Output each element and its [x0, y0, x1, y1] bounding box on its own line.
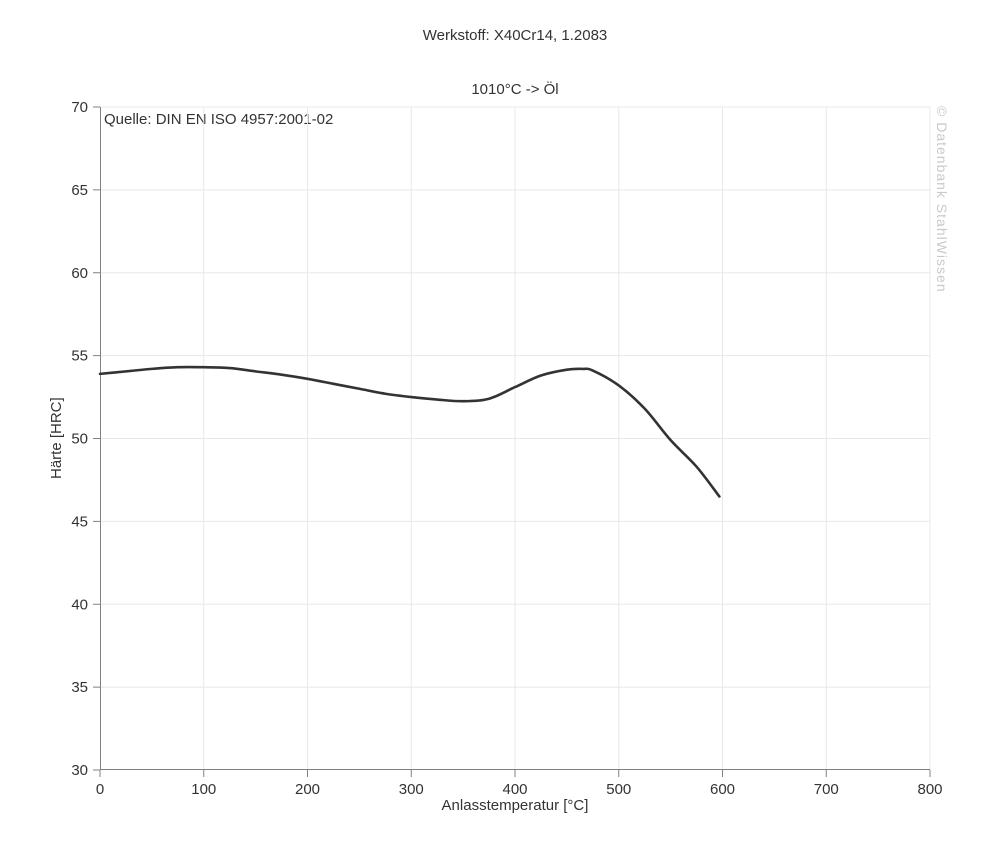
y-tick-label: 30: [71, 762, 88, 779]
plot-area: 0 100 200 300 400 500 600 700 800 30 35 40 45 50 55 60 6…: [71, 99, 942, 798]
y-tick-label: 55: [71, 348, 88, 365]
y-tick-label: 45: [71, 513, 88, 530]
hardness-curve: [98, 365, 721, 498]
chart-subtitle: 1010°C -> Öl: [471, 81, 559, 98]
x-tick-label: 300: [399, 781, 424, 798]
chart-title: Werkstoff: X40Cr14, 1.2083: [422, 27, 608, 44]
source-note: Quelle: DIN EN ISO 4957:2001-02: [104, 111, 334, 128]
y-axis-title: Härte [HRC]: [48, 397, 65, 479]
x-axis-title: Anlasstemperatur [°C]: [441, 797, 589, 814]
x-tick-label: 700: [814, 781, 839, 798]
y-tick-label: 35: [71, 679, 88, 696]
x-tick-label: 600: [710, 781, 735, 798]
x-tick-label: 400: [502, 781, 527, 798]
x-tick-label: 100: [191, 781, 216, 798]
watermark: © Datenbank StahlWissen: [934, 106, 950, 293]
y-tick-label: 70: [71, 99, 88, 116]
y-tick-label: 65: [71, 182, 88, 199]
x-tick-label: 800: [917, 781, 942, 798]
x-tick-label: 500: [606, 781, 631, 798]
y-tick-label: 60: [71, 265, 88, 282]
y-tick-label: 40: [71, 596, 88, 613]
x-tick-label: 0: [96, 781, 104, 798]
y-tick-label: 50: [71, 431, 88, 448]
x-tick-label: 200: [295, 781, 320, 798]
